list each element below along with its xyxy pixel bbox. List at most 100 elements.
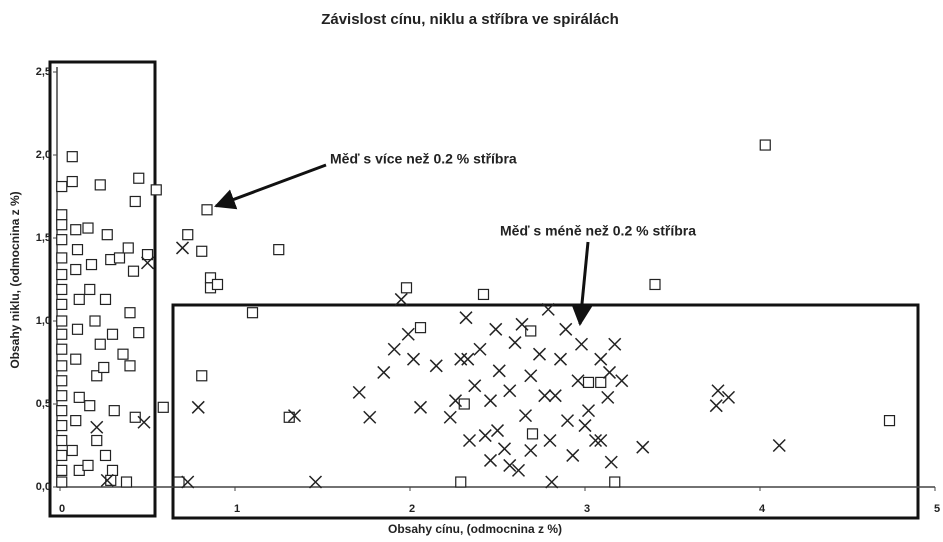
group-box	[171, 303, 920, 520]
point	[71, 244, 84, 256]
point	[429, 359, 443, 373]
point	[721, 390, 736, 404]
point	[490, 424, 505, 438]
point	[525, 325, 537, 337]
point	[574, 337, 589, 351]
point	[196, 245, 208, 257]
y-tick-label: 2,0	[36, 149, 51, 161]
point	[122, 242, 134, 254]
group-box	[48, 60, 157, 518]
point	[413, 400, 428, 414]
point	[106, 464, 119, 476]
point	[89, 315, 101, 327]
point	[518, 409, 533, 423]
point	[532, 347, 547, 361]
point	[56, 434, 68, 447]
x-tick-label: 3	[584, 503, 590, 515]
point	[649, 278, 661, 291]
point	[56, 464, 68, 476]
point	[582, 376, 595, 389]
point	[99, 293, 112, 306]
x-tick-label: 1	[234, 503, 240, 515]
point	[462, 433, 477, 448]
point	[66, 151, 78, 163]
point	[448, 394, 463, 408]
point	[571, 374, 585, 388]
point	[70, 415, 82, 427]
point	[548, 389, 562, 403]
point	[94, 338, 106, 350]
point	[414, 322, 427, 334]
point	[196, 370, 208, 382]
point	[56, 360, 68, 372]
point	[56, 449, 68, 462]
point	[56, 405, 68, 417]
point	[566, 448, 580, 462]
point	[545, 475, 559, 489]
x-tick-label: 5	[934, 503, 940, 515]
point	[543, 433, 557, 448]
point	[56, 252, 68, 264]
point	[137, 415, 151, 429]
point	[581, 404, 596, 418]
point	[133, 172, 145, 184]
point	[615, 374, 629, 388]
point	[594, 433, 608, 448]
point	[308, 475, 323, 489]
point	[478, 429, 492, 443]
point	[182, 229, 194, 241]
point	[56, 375, 68, 387]
point	[883, 415, 896, 427]
point	[287, 409, 302, 423]
point	[82, 222, 94, 234]
point	[56, 219, 68, 231]
point	[526, 428, 539, 440]
x-tick-label: 0	[59, 503, 65, 515]
point	[454, 352, 468, 366]
x-tick-label: 4	[759, 503, 766, 515]
point	[120, 476, 133, 488]
point	[94, 179, 106, 191]
point	[468, 379, 482, 393]
point	[515, 317, 529, 331]
point	[461, 352, 475, 366]
point	[98, 361, 110, 374]
point	[363, 410, 377, 424]
point	[636, 440, 650, 454]
point	[602, 365, 617, 379]
point	[133, 327, 145, 339]
point	[400, 282, 413, 294]
point	[492, 364, 506, 378]
point	[101, 229, 113, 241]
point	[211, 278, 224, 291]
point	[541, 302, 555, 316]
point	[150, 184, 162, 196]
point	[477, 288, 490, 301]
point	[56, 343, 68, 355]
point	[594, 352, 608, 366]
chart-title: Závislost cínu, niklu a stříbra ve spirá…	[321, 11, 619, 28]
point	[175, 241, 190, 255]
point	[73, 391, 85, 403]
point	[56, 390, 68, 402]
point	[595, 376, 607, 389]
point	[201, 204, 213, 216]
annotation-arrow	[571, 241, 593, 327]
y-tick-label: 1,0	[36, 315, 51, 327]
point	[772, 438, 786, 453]
y-tick-label: 0,5	[36, 398, 51, 410]
x-axis-label: Obsahy cínu, (odmocnina z %)	[388, 522, 562, 536]
y-tick-label: 1,5	[36, 232, 51, 244]
point	[559, 322, 573, 336]
point	[91, 434, 103, 447]
point	[124, 360, 136, 372]
point	[401, 327, 415, 341]
point	[394, 292, 408, 306]
point	[473, 342, 487, 356]
point	[711, 384, 725, 398]
point	[181, 475, 195, 489]
point	[459, 311, 473, 325]
point	[455, 476, 467, 488]
point	[66, 444, 78, 457]
point	[70, 353, 82, 365]
